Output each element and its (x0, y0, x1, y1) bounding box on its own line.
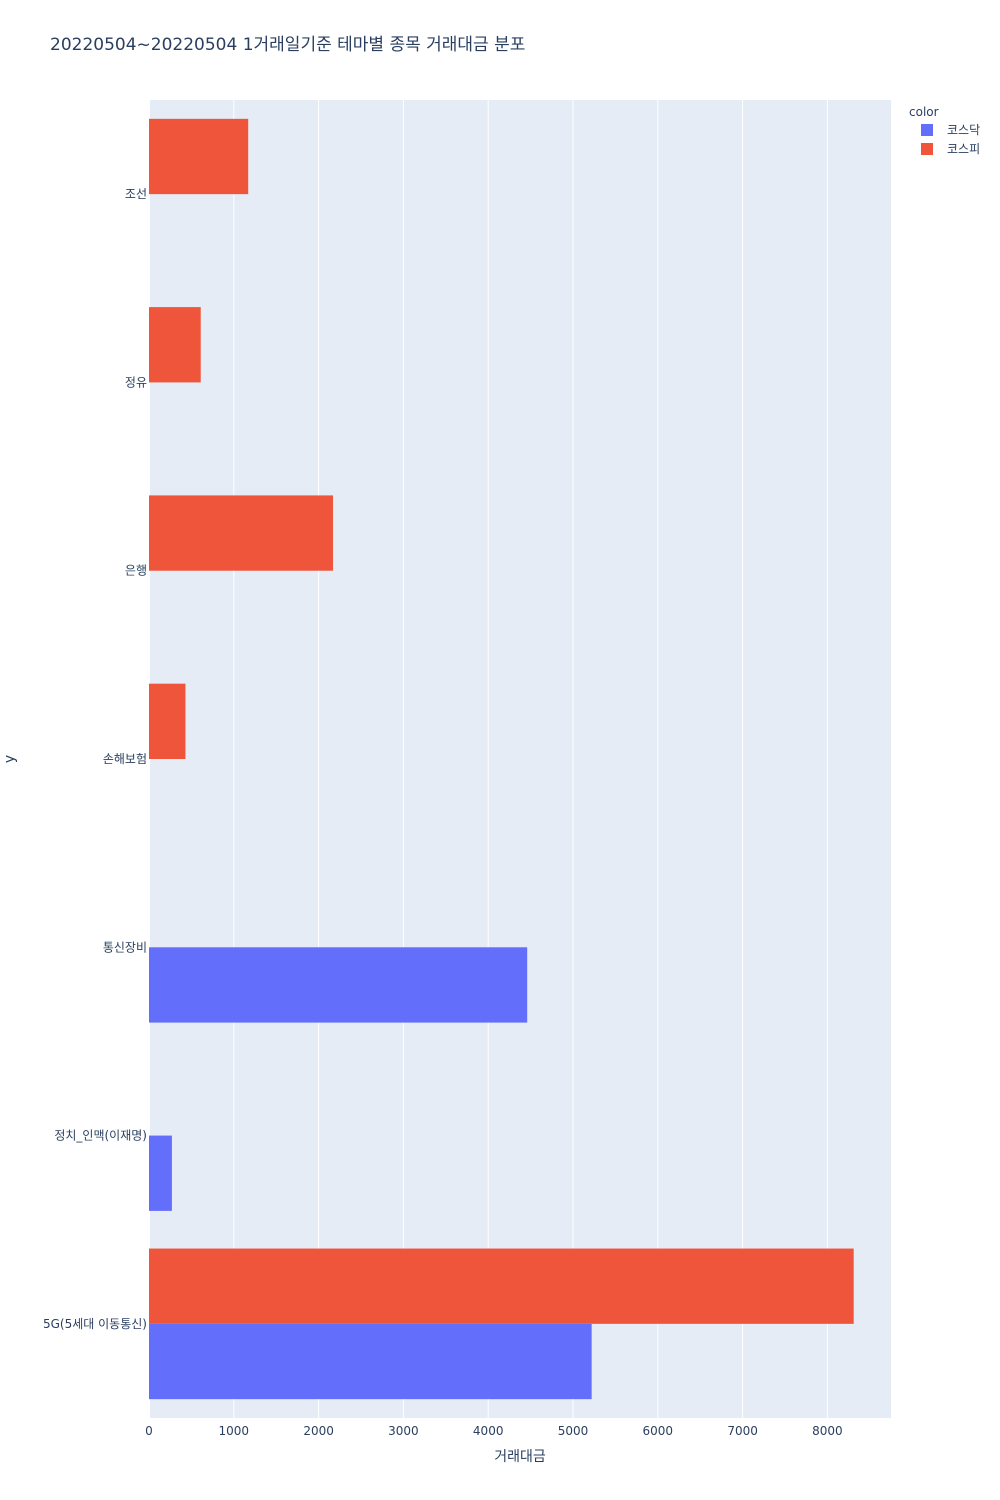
bar (149, 1135, 172, 1211)
y-tick-label: 은행 (125, 563, 147, 578)
y-tick-label: 정치_인맥(이재명) (54, 1129, 147, 1143)
bar (149, 118, 249, 195)
legend-swatch (921, 143, 933, 155)
bar (149, 1248, 854, 1324)
x-tick-label: 7000 (727, 1424, 758, 1438)
y-axis-title: y (2, 755, 18, 763)
legend-title: color (909, 105, 939, 119)
legend-label: 코스닥 (947, 123, 980, 137)
x-tick-label: 2000 (303, 1424, 334, 1438)
x-tick-label: 6000 (643, 1424, 674, 1438)
y-tick-label: 조선 (125, 187, 147, 201)
x-axis-title: 거래대금 (494, 1449, 546, 1465)
x-tick-label: 1000 (219, 1424, 250, 1438)
bar (149, 1323, 592, 1400)
x-tick-label: 5000 (558, 1424, 589, 1438)
x-tick-label: 8000 (812, 1424, 843, 1438)
bars (149, 118, 854, 1400)
bar (149, 307, 201, 383)
y-tick-label: 통신장비 (103, 940, 147, 954)
bar (149, 683, 186, 759)
y-tick-label: 5G(5세대 이동통신) (43, 1317, 147, 1331)
plot-area (149, 100, 891, 1418)
y-tick-label: 손해보험 (103, 752, 147, 766)
bar (149, 947, 528, 1023)
x-tick-label: 3000 (388, 1424, 419, 1438)
bar (149, 495, 334, 571)
y-tick-labels: 5G(5세대 이동통신) 정치_인맥(이재명) 통신장비 손해보험 은행 정유 조선 (43, 187, 147, 1331)
y-tick-label: 정유 (125, 375, 147, 389)
chart-title: 20220504~20220504 1거래일기준 테마별 종목 거래대금 분포 (50, 35, 525, 55)
x-tick-label: 0 (145, 1424, 153, 1438)
x-tick-label: 4000 (473, 1424, 504, 1438)
x-tick-labels: 0 1000 2000 3000 4000 5000 6000 7000 8000 (145, 1424, 842, 1438)
legend-label: 코스피 (947, 142, 980, 156)
legend-swatch (921, 124, 933, 136)
